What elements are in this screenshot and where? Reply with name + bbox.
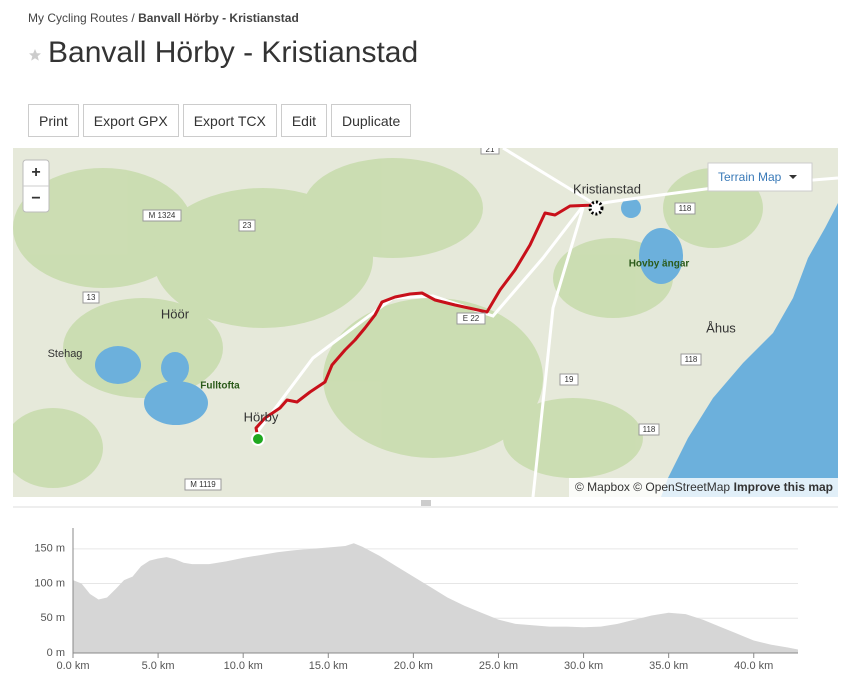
road-label: 13 [87,293,96,302]
zoom-out[interactable]: − [31,190,40,207]
map[interactable]: Kristianstad Höör Stehag Fulltofta Hörby… [13,148,838,497]
start-marker [251,432,265,446]
road-label: 21 [486,148,495,154]
x-tick-label: 30.0 km [564,660,603,672]
y-tick-label: 0 m [47,647,65,659]
road-label: 23 [243,221,252,230]
duplicate-button[interactable]: Duplicate [330,104,412,137]
route-line [254,203,596,439]
road-label: 118 [643,425,656,434]
y-tick-label: 100 m [34,577,65,589]
breadcrumb-link[interactable]: My Cycling Routes [28,11,129,25]
print-button[interactable]: Print [28,104,79,137]
breadcrumb: My Cycling Routes / Banvall Hörby - Kris… [28,11,299,25]
road-label: 118 [685,355,698,364]
layer-select-label[interactable]: Terrain Map [718,170,782,184]
x-tick-label: 15.0 km [309,660,348,672]
place-label: Stehag [48,348,83,360]
breadcrumb-current: Banvall Hörby - Kristianstad [138,11,299,25]
export-gpx-button[interactable]: Export GPX [82,104,179,137]
y-tick-label: 50 m [41,612,65,624]
elevation-area [73,543,798,653]
resize-handle[interactable] [0,497,858,509]
place-label: Hörby [244,409,279,424]
breadcrumb-separator: / [131,11,135,25]
x-tick-label: 0.0 km [56,660,89,672]
road-label: E 22 [463,314,480,323]
zoom-control: + − [22,159,50,213]
x-tick-label: 20.0 km [394,660,433,672]
place-label: Hovby ängar [629,259,690,270]
improve-map-link[interactable]: Improve this map [734,480,833,494]
place-label: Åhus [706,320,736,335]
road-label: 19 [565,375,574,384]
road-label: M 1119 [190,480,216,489]
road-label: 118 [679,204,692,213]
place-label: Fulltofta [200,381,240,392]
place-label: Kristianstad [573,181,641,196]
y-tick-label: 150 m [34,543,65,555]
x-tick-label: 10.0 km [224,660,263,672]
page-title: Banvall Hörby - Kristianstad [48,36,419,69]
favorite-star[interactable] [28,48,42,62]
finish-marker [588,200,604,216]
zoom-in[interactable]: + [31,164,40,181]
x-tick-label: 40.0 km [734,660,773,672]
place-label: Höör [161,306,190,321]
elevation-chart: 0 m 50 m 100 m 150 m 0.0 km 5.0 km 10.0 km 15.0… [34,528,798,672]
road-label: M 1324 [149,211,176,220]
x-tick-label: 35.0 km [649,660,688,672]
export-tcx-button[interactable]: Export TCX [182,104,277,137]
x-tick-label: 25.0 km [479,660,518,672]
layer-select[interactable]: Terrain Map [707,162,813,192]
toolbar: Print Export GPX Export TCX Edit Duplica… [28,104,412,137]
attribution[interactable]: © Mapbox © OpenStreetMap [575,480,730,494]
edit-button[interactable]: Edit [280,104,327,137]
x-tick-label: 5.0 km [142,660,175,672]
